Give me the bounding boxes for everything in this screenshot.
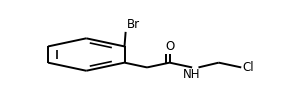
- Text: NH: NH: [183, 68, 201, 81]
- Text: Cl: Cl: [242, 61, 254, 74]
- Text: Br: Br: [127, 18, 140, 31]
- Text: O: O: [165, 40, 175, 53]
